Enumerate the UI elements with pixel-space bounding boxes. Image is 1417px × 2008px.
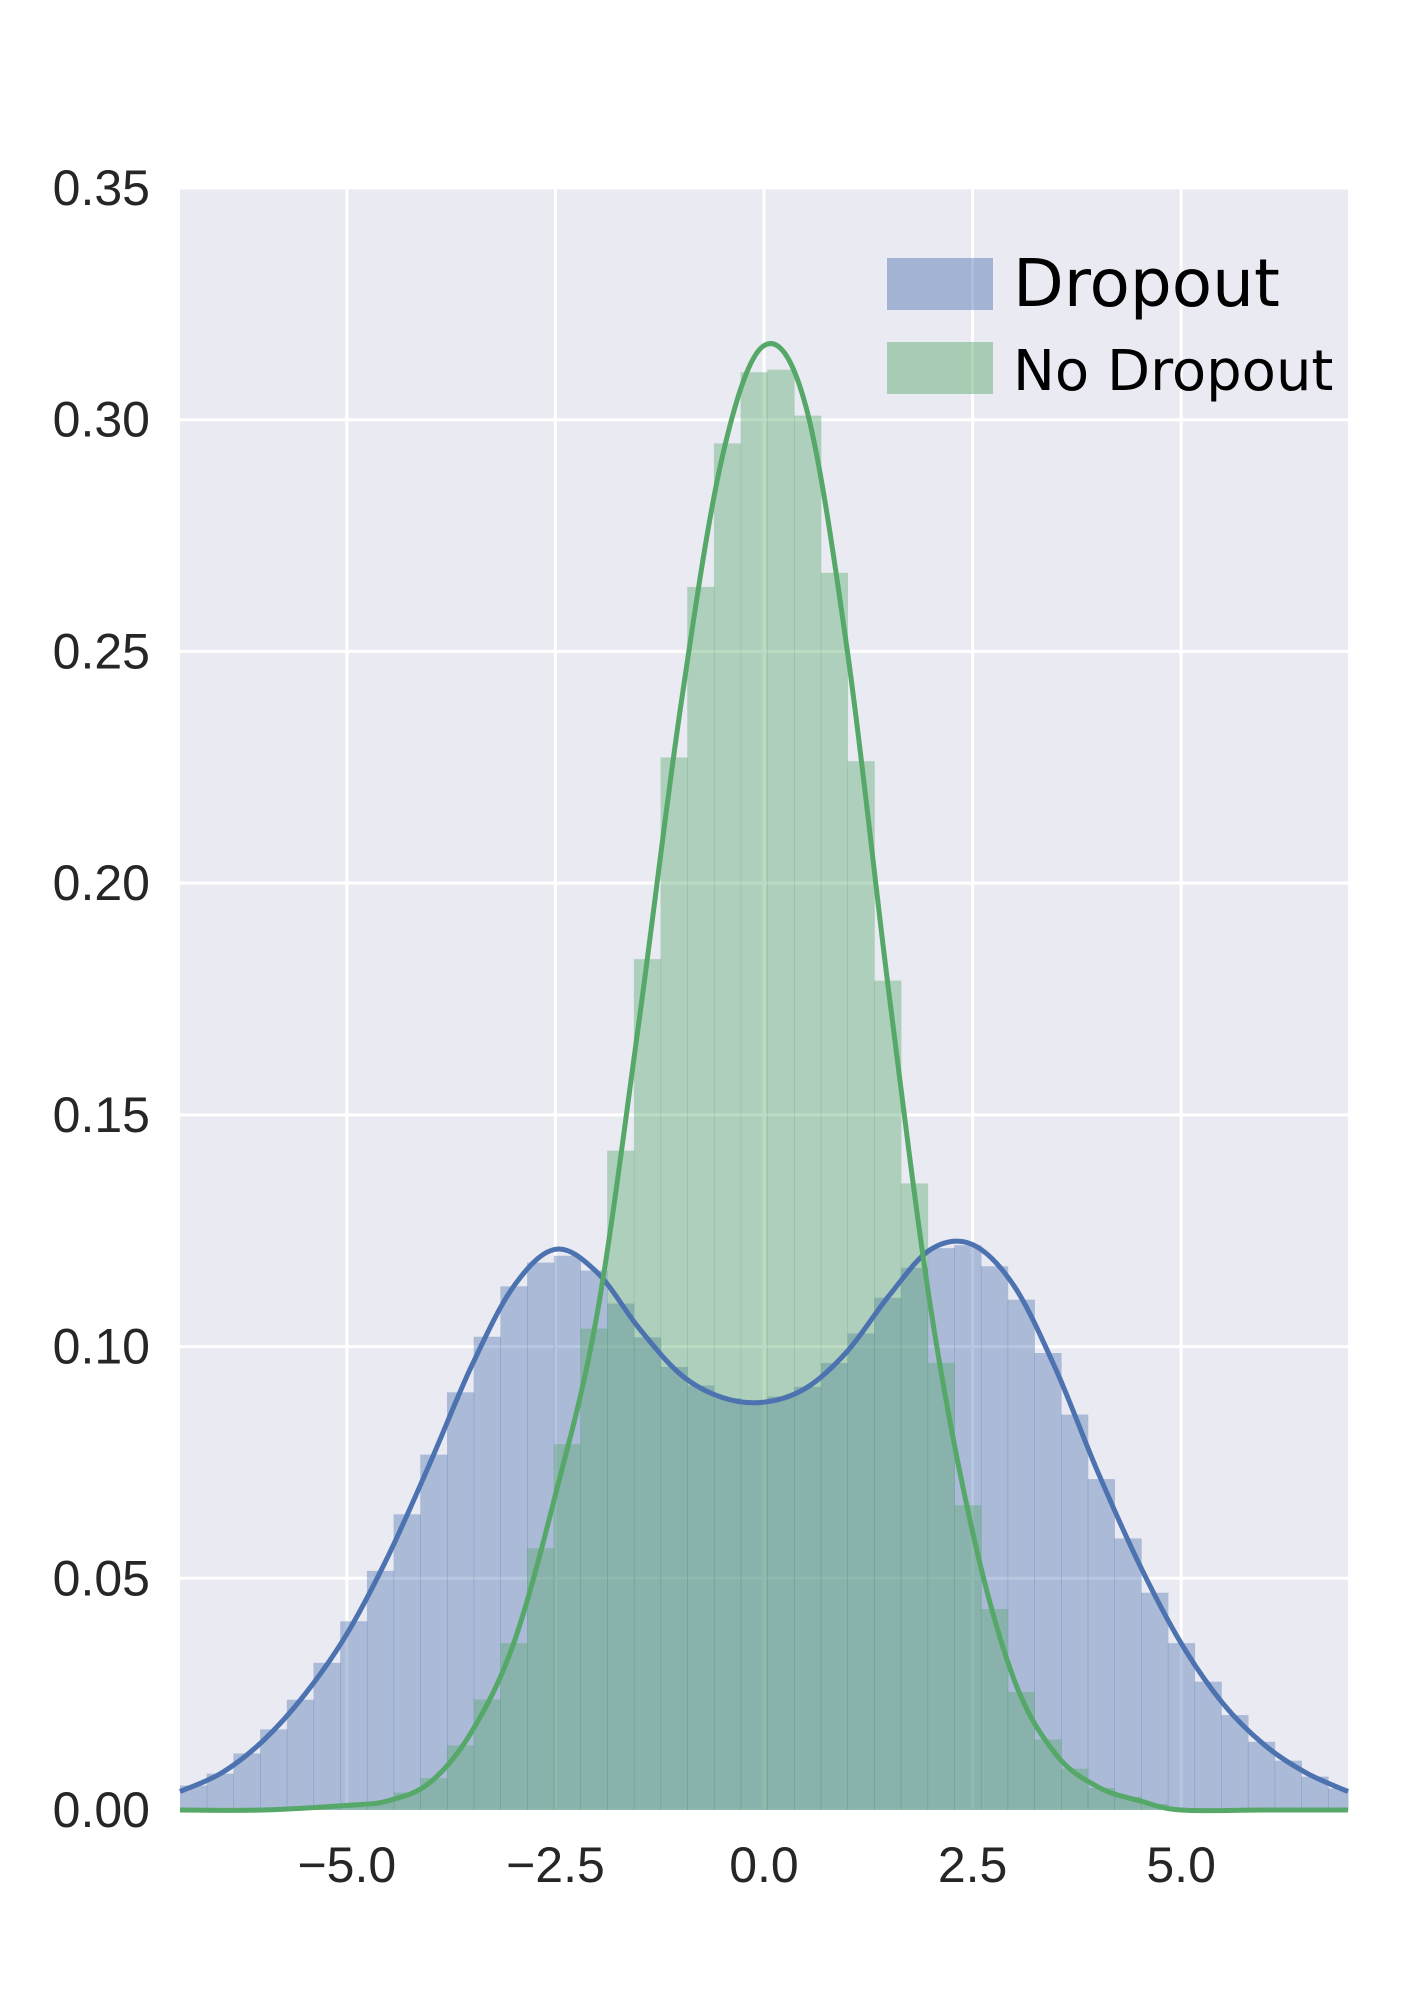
histogram-bar (900, 1183, 929, 1810)
histogram-dropout (180, 1245, 1349, 1810)
histogram-bar (286, 1699, 315, 1810)
histogram-bar (900, 1267, 929, 1810)
histogram-bar (794, 1386, 822, 1810)
histogram-bar (393, 1514, 421, 1810)
histogram-bar (260, 1729, 288, 1810)
histogram-bar (446, 1392, 475, 1810)
legend-label: Dropout (1013, 245, 1280, 322)
histogram-bar (473, 1336, 501, 1810)
legend: Dropout No Dropout (887, 245, 1333, 404)
histogram-bar (660, 1366, 688, 1810)
histogram-bar (740, 372, 768, 1811)
histogram-bar (633, 1337, 662, 1810)
histogram-bar (847, 761, 875, 1810)
histogram-bar (660, 757, 688, 1811)
histogram-bar (633, 959, 662, 1810)
histogram-bar (1327, 1788, 1349, 1810)
histogram-bar (420, 1454, 448, 1810)
histogram-bar (740, 1401, 768, 1810)
histogram-bar (553, 1255, 582, 1810)
histogram-bar (313, 1662, 341, 1810)
histogram-bar (1141, 1592, 1169, 1810)
histogram-bar (1221, 1715, 1249, 1810)
y-tick-label: 0.20 (53, 855, 150, 911)
x-tick-label: −5.0 (297, 1837, 396, 1893)
kde-curve-dropout (178, 1238, 1350, 1794)
gridlines (180, 186, 1348, 1812)
y-tick-label: 0.15 (53, 1087, 150, 1143)
histogram-bar (713, 443, 742, 1810)
histogram-bar (874, 1297, 902, 1810)
histogram-bar (874, 980, 902, 1810)
histogram-bar (580, 1270, 608, 1810)
histogram-bar (607, 1150, 635, 1810)
x-tick-label: 0.0 (729, 1837, 799, 1893)
histogram-bar (954, 1245, 982, 1810)
histogram-bar (767, 369, 795, 1810)
histogram-bar (687, 1385, 715, 1810)
histogram-bar (794, 415, 822, 1810)
histogram-bar (1007, 1299, 1035, 1810)
histogram-bar (927, 1362, 955, 1810)
histogram-bar (1247, 1741, 1276, 1810)
legend-swatch (887, 258, 993, 310)
histogram-bar (420, 1778, 448, 1810)
histogram-bar (767, 1396, 795, 1810)
histogram-bar (927, 1248, 955, 1810)
histogram-bar (1087, 1479, 1115, 1810)
histogram-bar (473, 1699, 501, 1810)
y-tick-label: 0.30 (53, 392, 150, 448)
y-tick-label: 0.35 (53, 160, 150, 216)
histogram-bar (1194, 1681, 1222, 1810)
kde-curve-layer (178, 341, 1350, 1814)
histogram-bar (553, 1444, 582, 1810)
histogram-bar (366, 1570, 395, 1810)
legend-swatch (887, 342, 993, 394)
histogram-layer (180, 369, 1349, 1811)
legend-label: No Dropout (1013, 339, 1333, 404)
histogram-bar (500, 1286, 528, 1810)
histogram-bar (580, 1328, 608, 1810)
histogram-bar (1061, 1414, 1089, 1810)
histogram-bar (527, 1262, 555, 1810)
histogram-bar (1114, 1538, 1142, 1810)
x-tick-label: −2.5 (506, 1837, 605, 1893)
histogram-bar (1034, 1739, 1062, 1810)
histogram-bar (713, 1398, 742, 1810)
histogram-bar (446, 1745, 475, 1810)
histogram-bar (980, 1609, 1009, 1810)
histogram-bar (1007, 1692, 1035, 1810)
histogram-bar (340, 1621, 368, 1810)
histogram-bar (1167, 1643, 1196, 1810)
histogram-bar (366, 1801, 395, 1810)
y-tick-labels: 0.00 0.05 0.10 0.15 0.20 0.25 0.30 0.35 (53, 160, 150, 1838)
x-tick-labels: −5.0 −2.5 0.0 2.5 5.0 (297, 1837, 1215, 1893)
y-tick-label: 0.05 (53, 1550, 150, 1606)
histogram-no-dropout (313, 369, 1169, 1811)
y-tick-label: 0.10 (53, 1319, 150, 1375)
histogram-bar (820, 572, 849, 1811)
y-tick-label: 0.25 (53, 623, 150, 679)
x-tick-label: 2.5 (938, 1837, 1008, 1893)
histogram-bar (687, 586, 715, 1810)
x-tick-label: 5.0 (1146, 1837, 1216, 1893)
kde-curve-no-dropout (179, 341, 1348, 1814)
histogram-bar (980, 1266, 1009, 1810)
y-tick-label: 0.00 (53, 1782, 150, 1838)
histogram-bar (820, 1363, 849, 1810)
histogram-bar (607, 1303, 635, 1810)
histogram-bar (847, 1333, 875, 1810)
